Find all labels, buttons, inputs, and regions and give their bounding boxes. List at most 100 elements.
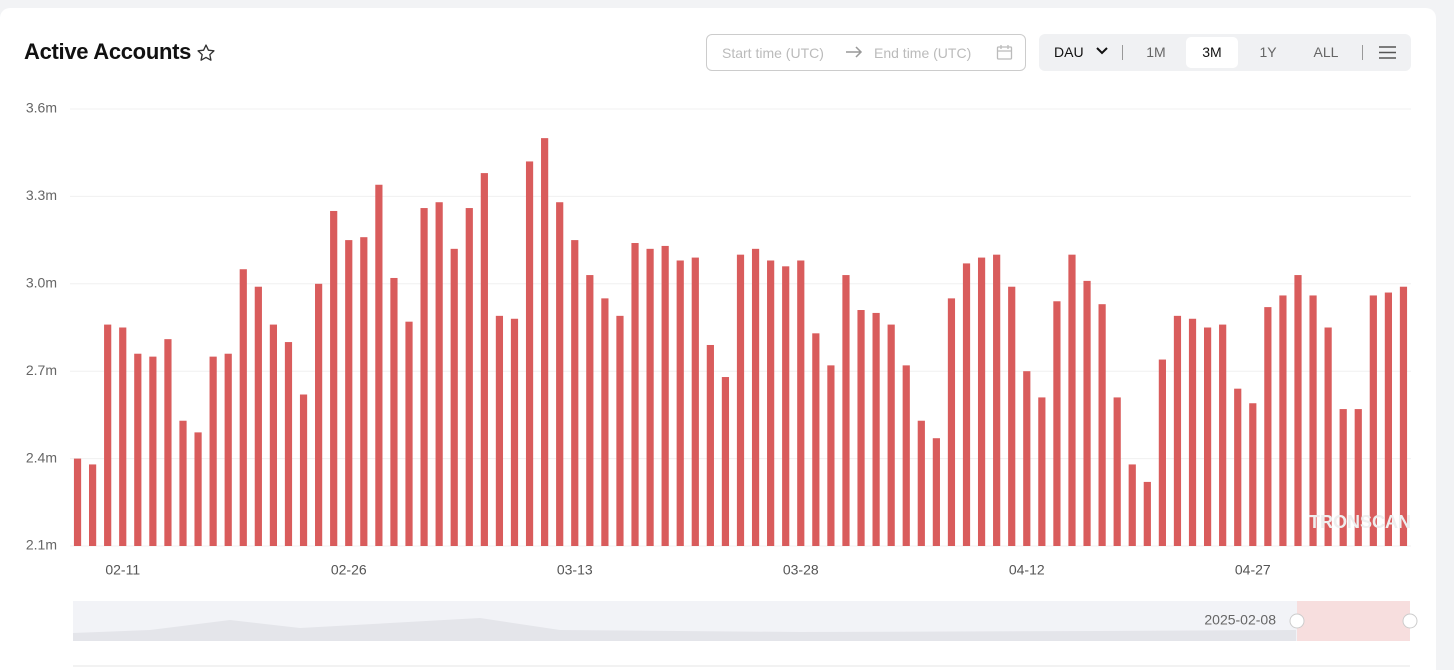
bar: [239, 269, 247, 546]
bar: [330, 210, 338, 546]
bar: [736, 254, 745, 546]
bar: [767, 260, 775, 546]
bar: [601, 298, 609, 546]
bar: [149, 356, 157, 546]
watermark: TRONSCAN: [1309, 512, 1411, 532]
end-input[interactable]: End time (UTC): [874, 45, 972, 61]
toolbar: DAU 1M 3M 1Y ALL: [1039, 34, 1411, 71]
bar: [932, 438, 940, 546]
bar: [1203, 327, 1212, 546]
range-button[interactable]: 3M: [1186, 37, 1238, 68]
range-button[interactable]: 1Y: [1259, 44, 1277, 60]
bar: [962, 263, 971, 546]
range-button[interactable]: ALL: [1313, 44, 1339, 60]
bar: [917, 420, 925, 546]
bar: [179, 420, 187, 546]
bar: [480, 173, 488, 547]
slider-overview: [73, 618, 1296, 641]
range-button[interactable]: 1M: [1146, 44, 1166, 60]
bar: [89, 464, 97, 546]
bar: [1143, 481, 1151, 546]
bar: [887, 324, 895, 546]
y-tick-label: 3.0m: [26, 275, 57, 291]
bar: [194, 432, 202, 546]
bar: [631, 243, 639, 546]
bar: [1294, 275, 1302, 546]
bar: [812, 333, 820, 546]
bar: [691, 257, 699, 546]
bar: [556, 202, 564, 546]
bar: [420, 208, 428, 546]
bar: [1354, 409, 1362, 546]
bar: [1324, 327, 1332, 546]
bar: [1113, 397, 1121, 546]
bar: [224, 353, 232, 546]
slider-selection[interactable]: [1297, 601, 1410, 641]
plot: 2.1m 2.4m 2.7m 3.0m 3.3m 3.6m 02-11 02-26 03-13 0…: [26, 100, 1411, 578]
start-input[interactable]: Start time (UTC): [722, 45, 824, 61]
bar: [254, 286, 262, 546]
bar: [164, 339, 172, 546]
bar: [1249, 403, 1257, 546]
bar: [977, 257, 986, 546]
x-tick-label: 03-13: [557, 562, 593, 578]
bar: [1369, 295, 1377, 546]
bar: [269, 324, 278, 546]
bar: [360, 237, 368, 547]
x-tick-label: 03-28: [783, 562, 819, 578]
bar: [375, 184, 383, 546]
bar: [646, 248, 654, 546]
card: [0, 8, 1436, 670]
bar: [390, 277, 398, 546]
bar: [1264, 307, 1272, 546]
bar: [1098, 304, 1106, 546]
x-tick-label: 02-26: [331, 562, 367, 578]
bar: [1188, 318, 1197, 546]
bar: [1384, 292, 1392, 546]
bar: [134, 353, 142, 546]
x-tick-label: 04-27: [1235, 562, 1271, 578]
bar: [450, 248, 458, 546]
calendar-icon: [996, 45, 1013, 60]
slider-handle[interactable]: [1402, 613, 1418, 629]
bar: [751, 248, 760, 546]
favorite-star[interactable]: [196, 43, 216, 63]
bar: [1173, 315, 1182, 546]
bar: [209, 356, 217, 546]
bar: [284, 342, 293, 546]
bar: [495, 315, 504, 546]
bar: [1083, 280, 1091, 546]
bar: [661, 245, 669, 546]
bar: [1279, 295, 1287, 546]
bar: [571, 240, 579, 546]
arrow-icon: [846, 46, 863, 58]
bar: [104, 324, 112, 546]
bar: [676, 260, 684, 546]
bar: [1068, 254, 1076, 546]
bar: [73, 458, 82, 546]
bar: [706, 344, 714, 546]
metric-select[interactable]: DAU: [1054, 44, 1084, 60]
menu-icon[interactable]: [1379, 45, 1396, 60]
y-tick-label: 2.1m: [26, 537, 57, 553]
slider-handle[interactable]: [1289, 613, 1305, 629]
x-tick-label: 02-11: [105, 562, 140, 578]
bar: [993, 254, 1001, 546]
bar: [782, 266, 790, 546]
bar: [345, 240, 353, 546]
y-tick-label: 2.4m: [26, 449, 57, 465]
slider-label: 2025-02-08: [1204, 612, 1276, 628]
dropdown-icon[interactable]: [1096, 47, 1108, 56]
bar: [616, 315, 624, 546]
date-range[interactable]: Start time (UTC) End time (UTC): [706, 34, 1026, 71]
separator: [1122, 45, 1123, 60]
x-tick-label: 04-12: [1009, 562, 1045, 578]
bar: [1399, 286, 1408, 546]
bar: [510, 318, 519, 546]
bar: [872, 312, 880, 546]
bar: [465, 208, 473, 546]
bar: [405, 321, 413, 546]
title: Active Accounts: [24, 39, 192, 64]
bar: [1053, 301, 1061, 546]
y-tick-label: 2.7m: [26, 362, 57, 378]
